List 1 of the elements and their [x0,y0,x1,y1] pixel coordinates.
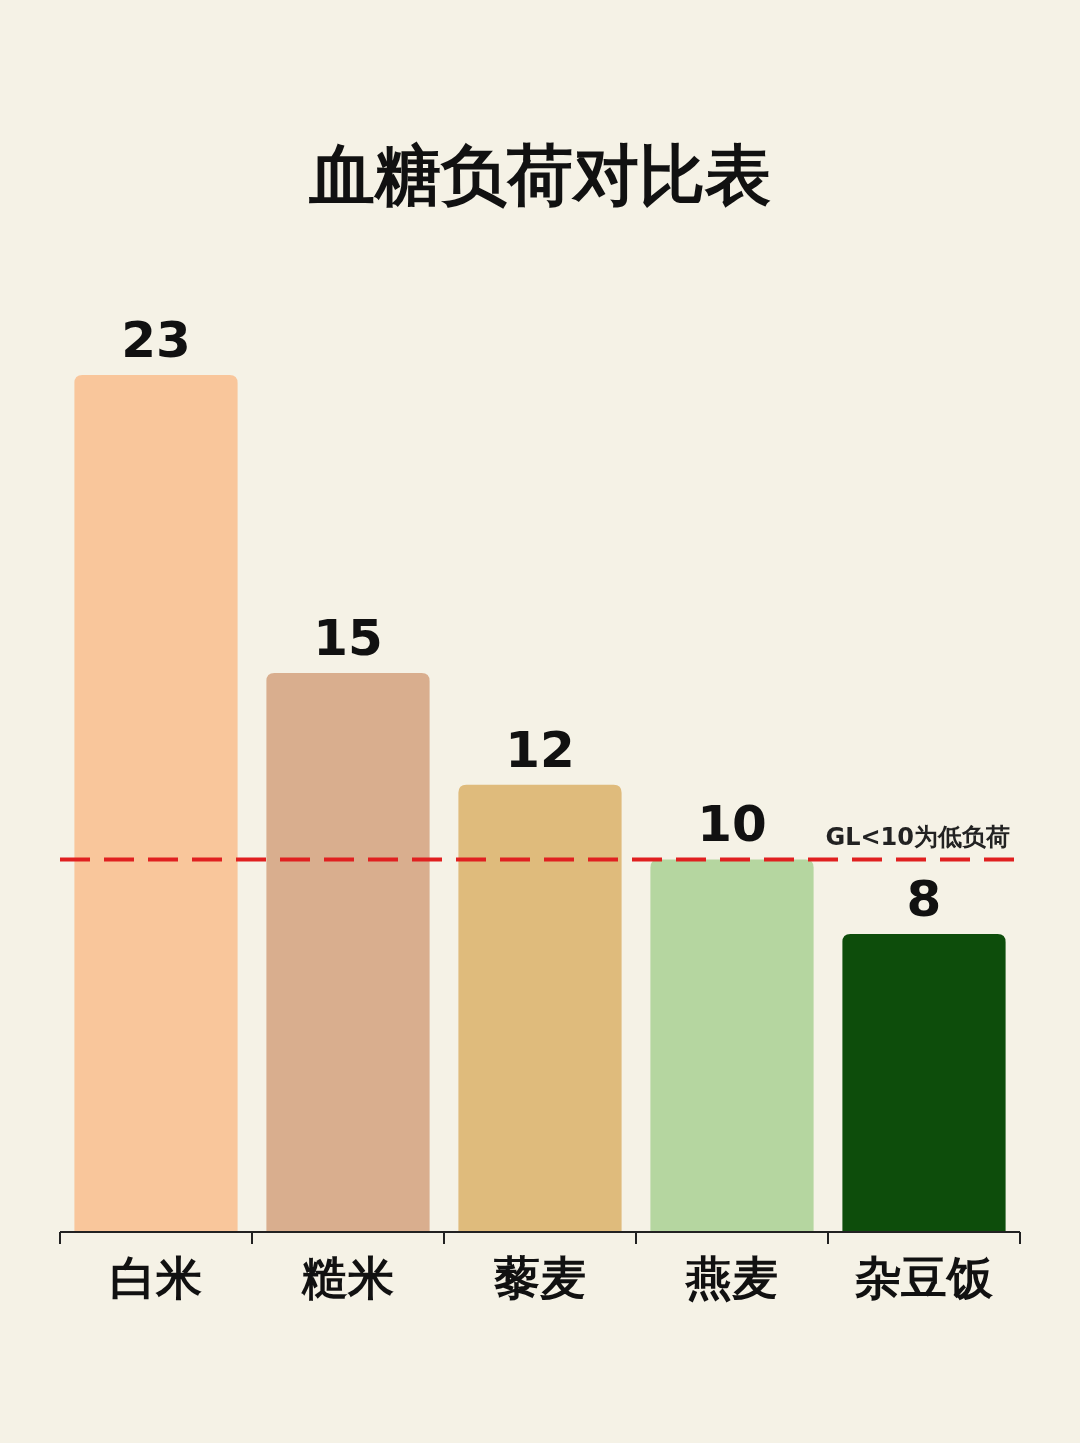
title: 血糖负荷对比表 [309,137,771,214]
